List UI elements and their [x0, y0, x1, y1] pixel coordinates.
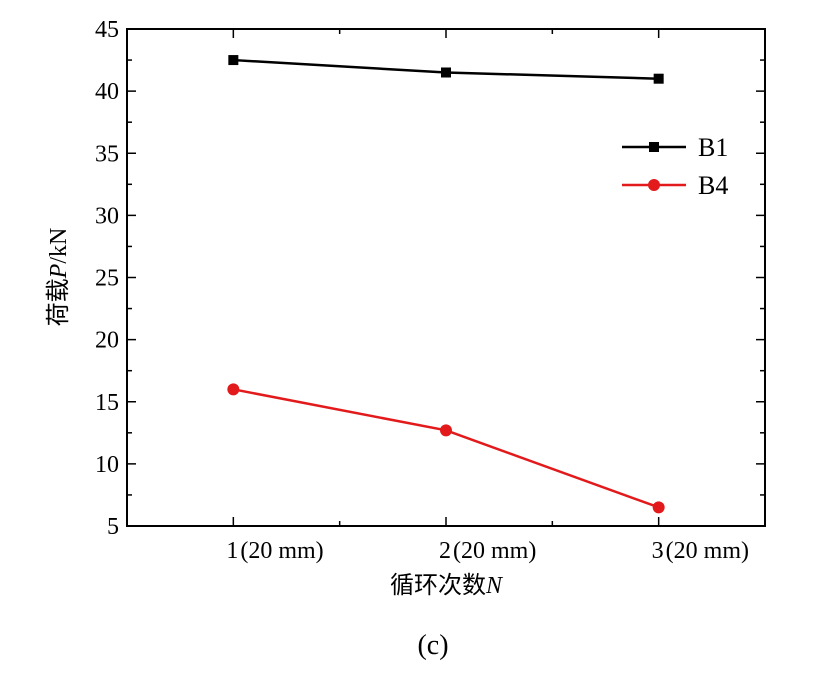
figure-caption: (c): [417, 630, 448, 661]
data-point-b4: [652, 501, 665, 514]
x-tick-label: 2: [439, 538, 451, 564]
data-point-b1: [441, 67, 451, 78]
data-point-b4: [440, 424, 452, 437]
y-tick-label: 20: [95, 328, 119, 354]
y-axis-ticks: 5 10 15 20 25 30 35 40 45: [95, 17, 765, 540]
y-tick-label: 35: [95, 141, 119, 167]
plot-frame: [126, 28, 766, 527]
y-tick-label: 10: [95, 452, 119, 478]
y-tick-label: 30: [95, 203, 119, 229]
legend-marker-b1: [649, 142, 659, 152]
series-layer: [227, 55, 665, 514]
series-line-b4: [233, 388, 660, 509]
x-tick-suffix: (20 mm): [453, 538, 536, 564]
y-tick-label: 45: [95, 17, 119, 43]
y-tick-label: 5: [107, 514, 119, 540]
x-tick-label: 3: [652, 538, 664, 564]
x-axis-ticks: 1 (20 mm) 2 (20 mm) 3 (20 mm): [226, 29, 766, 564]
legend-marker-b4: [648, 179, 660, 191]
data-point-b1: [653, 73, 664, 84]
x-axis-label: 循环次数N: [390, 572, 504, 599]
y-axis-label: 荷载P/kN: [45, 228, 72, 327]
data-point-b4: [227, 383, 240, 396]
legend-label-b4: B4: [698, 171, 728, 200]
x-tick-suffix: (20 mm): [666, 538, 749, 564]
legend-label-b1: B1: [698, 133, 728, 162]
y-tick-label: 15: [95, 390, 119, 416]
data-point-b1: [228, 55, 239, 66]
x-tick-suffix: (20 mm): [240, 538, 323, 564]
y-tick-label: 25: [95, 266, 119, 292]
x-tick-label: 1: [226, 538, 238, 564]
y-tick-label: 40: [95, 79, 119, 105]
